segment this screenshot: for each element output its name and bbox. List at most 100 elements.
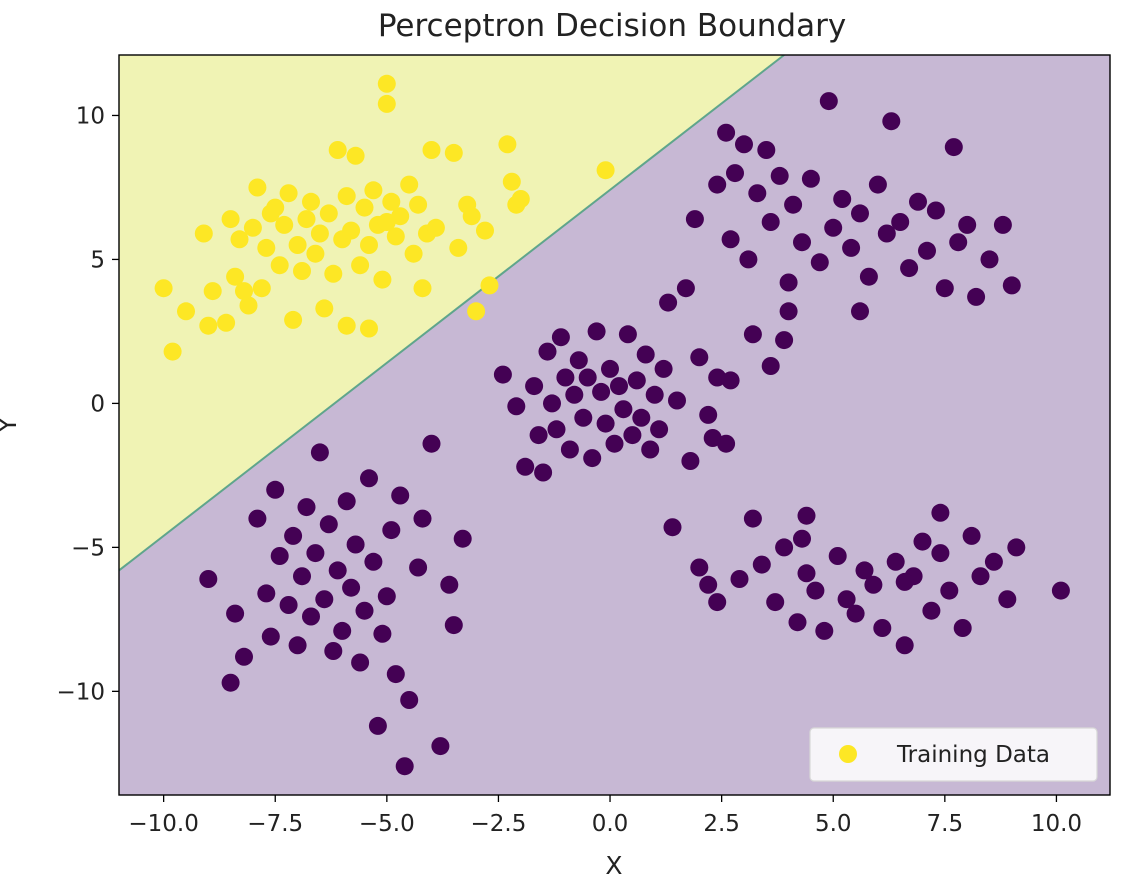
- point-class-0: [440, 575, 459, 594]
- y-axis-label: Y: [0, 417, 22, 434]
- point-class-0: [779, 273, 798, 292]
- point-class-1: [409, 195, 428, 214]
- point-class-0: [355, 601, 374, 620]
- point-class-0: [529, 426, 548, 445]
- point-class-0: [310, 443, 329, 462]
- point-class-1: [498, 135, 517, 154]
- point-class-1: [293, 262, 311, 280]
- point-class-0: [757, 141, 776, 159]
- decision-boundary-line: [119, 55, 785, 572]
- point-class-0: [851, 302, 869, 321]
- point-class-0: [998, 590, 1017, 609]
- point-class-1: [355, 198, 374, 217]
- point-class-0: [926, 201, 945, 220]
- point-class-0: [699, 575, 718, 594]
- point-class-1: [243, 218, 262, 237]
- point-class-0: [636, 345, 655, 364]
- point-class-0: [895, 572, 914, 591]
- point-class-1: [315, 299, 334, 318]
- point-class-0: [681, 452, 700, 470]
- point-class-0: [685, 210, 704, 229]
- point-class-0: [743, 325, 762, 344]
- point-class-1: [328, 141, 347, 159]
- point-class-0: [708, 368, 727, 387]
- point-class-0: [801, 169, 820, 188]
- point-class-0: [726, 164, 744, 183]
- point-class-0: [235, 647, 253, 666]
- point-class-1: [400, 175, 419, 194]
- point-class-0: [605, 434, 624, 453]
- point-class-0: [739, 250, 758, 269]
- point-class-1: [248, 178, 267, 197]
- point-class-1: [511, 190, 530, 208]
- point-class-1: [377, 213, 396, 231]
- point-class-0: [761, 357, 780, 375]
- point-class-0: [699, 405, 718, 424]
- point-class-0: [788, 613, 807, 632]
- point-class-0: [306, 544, 325, 563]
- point-class-0: [377, 587, 396, 606]
- point-class-1: [306, 244, 325, 263]
- point-class-0: [1051, 581, 1070, 600]
- point-class-0: [596, 414, 615, 433]
- y-tick-label: 0: [90, 391, 105, 417]
- point-class-1: [404, 244, 423, 263]
- y-tick-label: 5: [90, 247, 105, 273]
- point-class-1: [194, 224, 213, 243]
- point-class-0: [967, 287, 986, 306]
- legend-marker: [839, 745, 857, 763]
- point-class-0: [569, 351, 588, 370]
- point-class-0: [993, 215, 1012, 234]
- point-class-0: [444, 616, 463, 635]
- point-class-0: [266, 480, 285, 499]
- point-class-0: [676, 279, 695, 298]
- point-class-0: [779, 302, 798, 321]
- point-class-1: [377, 74, 396, 93]
- point-class-0: [877, 224, 896, 243]
- x-axis-label: X: [605, 851, 622, 880]
- point-class-0: [601, 359, 619, 378]
- point-class-0: [360, 469, 378, 488]
- point-class-0: [409, 558, 428, 577]
- point-class-1: [480, 276, 499, 295]
- point-class-0: [261, 627, 280, 646]
- point-class-0: [610, 377, 628, 396]
- point-class-1: [467, 302, 486, 321]
- point-class-0: [551, 328, 570, 347]
- point-class-0: [319, 515, 338, 534]
- point-class-0: [221, 673, 240, 692]
- point-class-1: [203, 282, 222, 301]
- point-class-1: [226, 267, 245, 286]
- point-class-0: [565, 385, 584, 404]
- point-class-1: [373, 270, 392, 289]
- point-class-1: [596, 161, 615, 180]
- point-class-0: [547, 420, 566, 439]
- point-class-1: [297, 210, 316, 229]
- y-tick-label: −10: [56, 679, 105, 705]
- x-tick-label: 5.0: [815, 811, 852, 837]
- point-class-0: [659, 293, 678, 312]
- point-class-1: [351, 256, 370, 275]
- point-class-1: [337, 316, 356, 335]
- point-class-0: [882, 112, 901, 131]
- point-class-0: [895, 636, 914, 655]
- point-class-1: [239, 296, 258, 315]
- point-class-0: [614, 400, 633, 419]
- point-class-0: [507, 397, 526, 416]
- plot-frame: [118, 54, 1111, 796]
- point-class-0: [797, 564, 816, 583]
- point-class-0: [721, 230, 740, 249]
- point-class-0: [364, 552, 383, 571]
- point-class-0: [583, 449, 602, 468]
- point-class-0: [538, 342, 557, 361]
- point-class-0: [891, 213, 910, 231]
- point-class-0: [730, 570, 749, 588]
- point-class-0: [650, 420, 669, 439]
- point-class-0: [958, 215, 977, 234]
- point-class-1: [346, 146, 365, 165]
- point-class-0: [400, 691, 419, 709]
- point-class-0: [560, 440, 579, 459]
- point-class-0: [270, 547, 289, 565]
- point-class-0: [806, 581, 825, 600]
